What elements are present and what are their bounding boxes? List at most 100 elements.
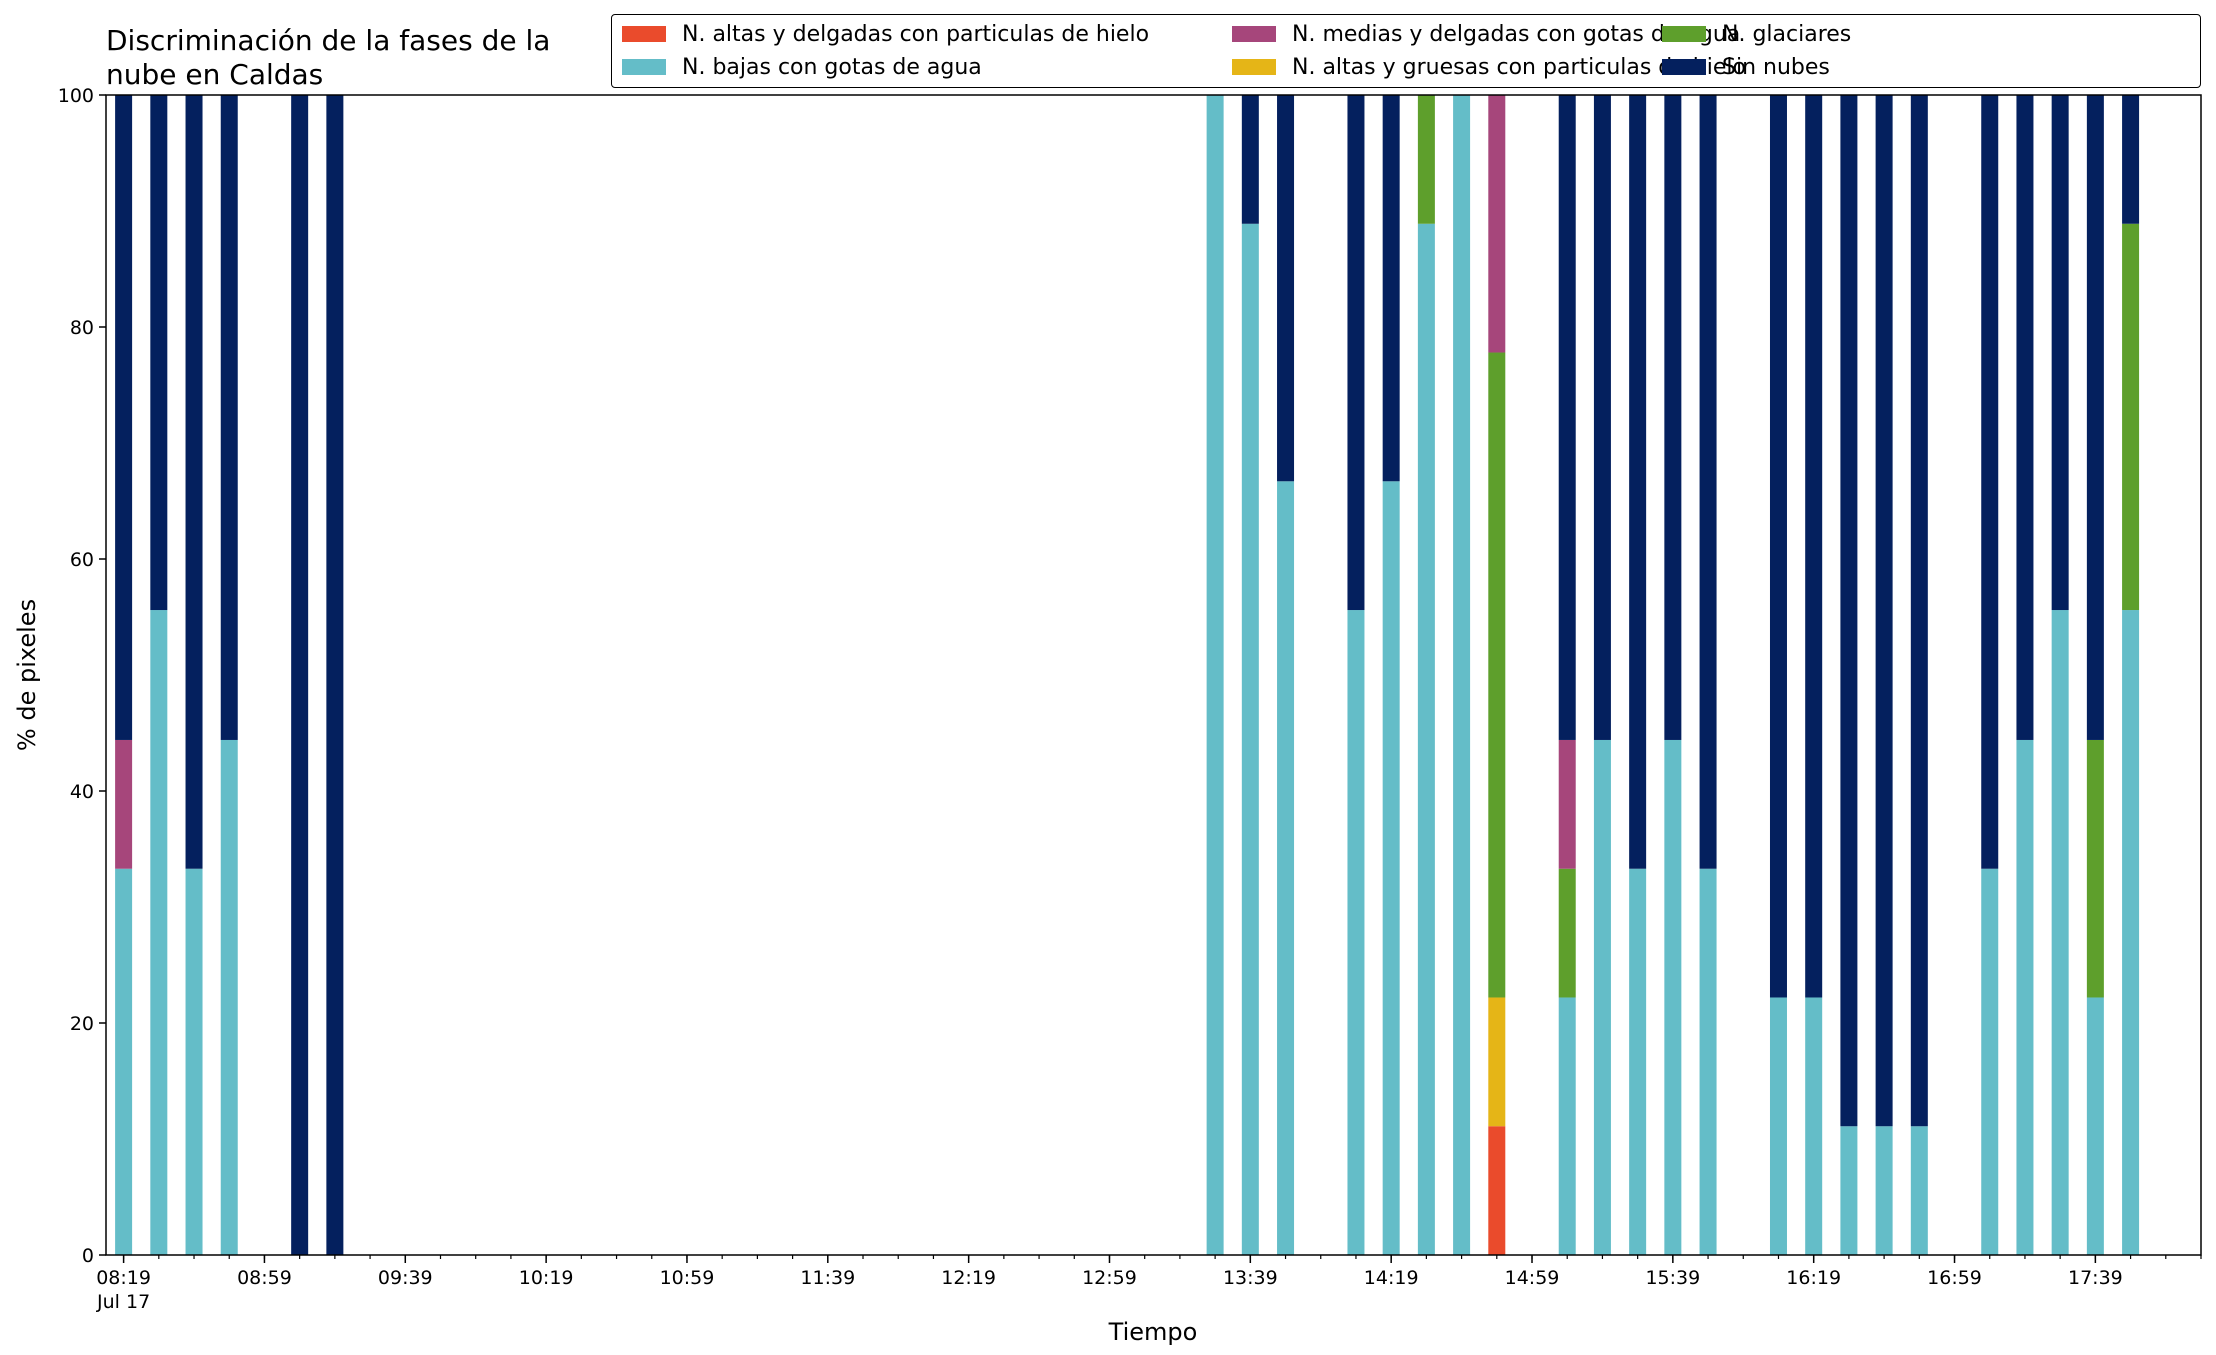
bar-segment: [2016, 739, 2034, 1255]
bar-segment: [1875, 1126, 1893, 1255]
bar-segment: [1769, 95, 1787, 998]
bar-segment: [115, 868, 133, 1255]
x-tick-label: 11:39: [800, 1267, 855, 1289]
bar-segment: [2016, 95, 2034, 740]
x-tick-label: 08:19: [96, 1267, 151, 1289]
bar-segment: [1558, 95, 1576, 740]
bar-segment: [150, 95, 168, 611]
legend-item: N. glaciares: [1662, 19, 1851, 49]
bar-segment: [1805, 95, 1823, 998]
x-tick-label: 09:39: [378, 1267, 433, 1289]
bar-segment: [1277, 481, 1295, 1255]
bar-segment: [1910, 95, 1928, 1127]
x-tick-label: 10:59: [660, 1267, 715, 1289]
bar-segment: [1981, 868, 1999, 1255]
bar-segment: [326, 95, 344, 1255]
bar-segment: [2122, 223, 2140, 611]
x-tick-label: 08:59: [237, 1267, 292, 1289]
x-tick-label: 15:39: [1645, 1267, 1700, 1289]
x-tick-label: 14:19: [1364, 1267, 1419, 1289]
x-tick-label: 13:39: [1223, 1267, 1278, 1289]
legend-swatch: [622, 26, 666, 42]
bar-segment: [150, 610, 168, 1255]
bar-segment: [2051, 610, 2069, 1255]
legend-swatch: [1232, 59, 1276, 75]
bar-segment: [115, 739, 133, 869]
bar-segment: [291, 95, 309, 1255]
y-tick-label: 100: [58, 85, 94, 107]
bar-segment: [2051, 95, 2069, 611]
bar-segment: [1382, 95, 1400, 482]
bar-segment: [1699, 95, 1717, 869]
bar-segment: [1488, 1126, 1506, 1255]
bar-segment: [1417, 95, 1435, 224]
bar-segment: [115, 95, 133, 740]
chart-title: Discriminación de la fases de la nube en …: [106, 24, 550, 91]
legend-label: N. glaciares: [1722, 21, 1852, 47]
bar-segment: [1488, 352, 1506, 998]
bar-segment: [1840, 95, 1858, 1127]
legend-item: N. bajas con gotas de agua: [622, 52, 982, 82]
legend-label: N. bajas con gotas de agua: [682, 54, 982, 80]
x-tick-label: 12:59: [1082, 1267, 1137, 1289]
bar-segment: [185, 95, 203, 869]
y-tick-label: 40: [70, 781, 94, 803]
bar-segment: [1488, 997, 1506, 1127]
bar-segment: [2086, 739, 2104, 998]
legend-swatch: [622, 59, 666, 75]
bar-segment: [1664, 95, 1682, 740]
legend-swatch: [1662, 59, 1706, 75]
bar-segment: [1593, 95, 1611, 740]
bar-segment: [1875, 95, 1893, 1127]
bar-segment: [1241, 95, 1259, 224]
bar-segment: [1382, 481, 1400, 1255]
legend-swatch: [1662, 26, 1706, 42]
bar-segment: [185, 868, 203, 1255]
y-tick-label: 60: [70, 549, 94, 571]
bar-segment: [1981, 95, 1999, 869]
x-tick-label: 16:59: [1927, 1267, 1982, 1289]
x-tick-label: 14:59: [1505, 1267, 1560, 1289]
y-tick-label: 80: [70, 317, 94, 339]
bar-segment: [1558, 739, 1576, 869]
bar-segment: [2122, 610, 2140, 1255]
bar-segment: [1453, 95, 1471, 1255]
legend-swatch: [1232, 26, 1276, 42]
legend-item: Sin nubes: [1662, 52, 1830, 82]
legend: N. altas y delgadas con particulas de hi…: [611, 14, 2201, 88]
bar-segment: [1347, 610, 1365, 1255]
bar-segment: [1206, 95, 1224, 1255]
bar-segment: [1558, 997, 1576, 1255]
bar-segment: [1910, 1126, 1928, 1255]
bar-segment: [1629, 95, 1647, 869]
y-axis-label: % de pixeles: [13, 599, 41, 751]
x-tick-label: 12:19: [941, 1267, 996, 1289]
bar-segment: [1840, 1126, 1858, 1255]
x-tick-label: 17:39: [2068, 1267, 2123, 1289]
plot-frame: [105, 94, 2202, 1256]
bar-segment: [220, 739, 238, 1255]
x-tick-label: 16:19: [1786, 1267, 1841, 1289]
bar-segment: [1629, 868, 1647, 1255]
legend-label: N. altas y delgadas con particulas de hi…: [682, 21, 1150, 47]
x-tick-label: 10:19: [519, 1267, 574, 1289]
bar-segment: [2086, 997, 2104, 1255]
x-axis-label: Tiempo: [1108, 1318, 1198, 1346]
x-tick-sublabel: Jul 17: [96, 1291, 150, 1313]
bar-segment: [1699, 868, 1717, 1255]
bar-segment: [2122, 95, 2140, 224]
bar-segment: [1277, 95, 1295, 482]
legend-item: N. altas y delgadas con particulas de hi…: [622, 19, 1149, 49]
y-tick-label: 20: [70, 1013, 94, 1035]
bar-segment: [2086, 95, 2104, 740]
legend-label: Sin nubes: [1722, 54, 1830, 80]
bar-segment: [1347, 95, 1365, 611]
bar-segment: [1241, 223, 1259, 1255]
bar-segment: [1805, 997, 1823, 1255]
bar-segment: [220, 95, 238, 740]
bar-segment: [1417, 223, 1435, 1255]
bar-segment: [1558, 868, 1576, 998]
bar-segment: [1488, 95, 1506, 353]
bar-segment: [1593, 739, 1611, 1255]
